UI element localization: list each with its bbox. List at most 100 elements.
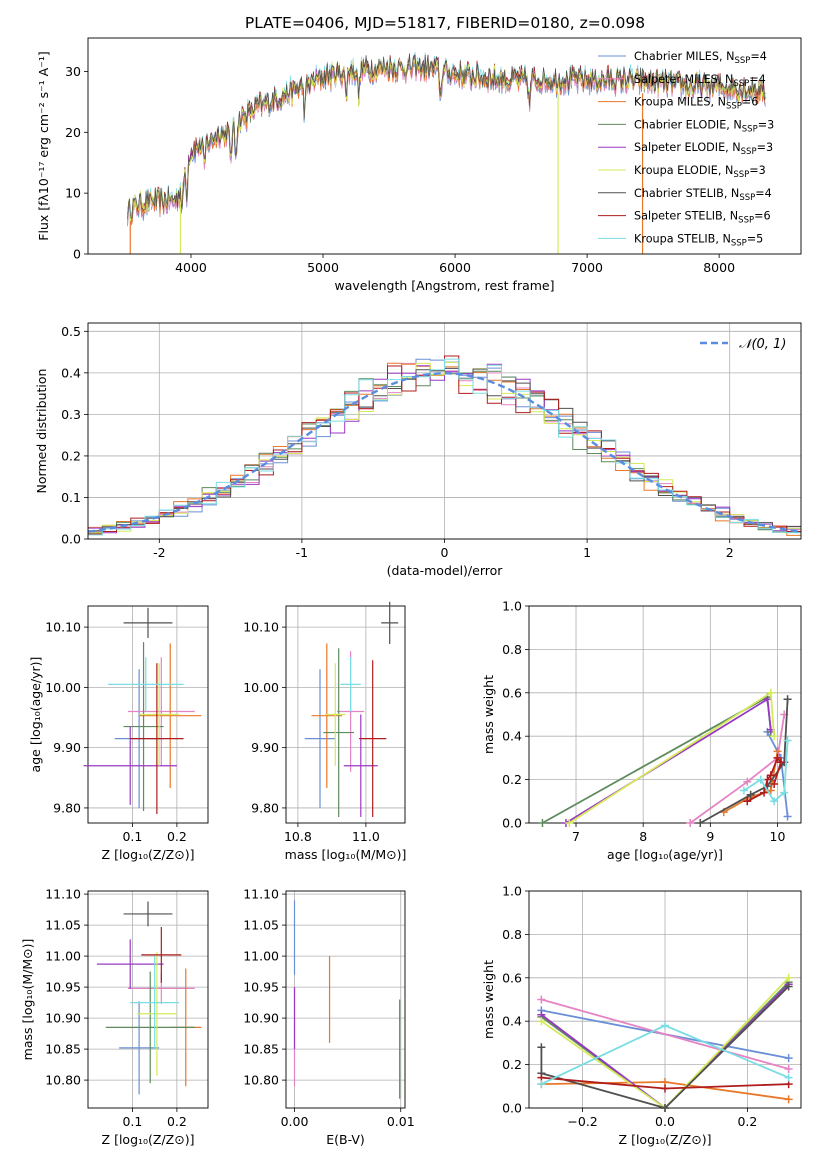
mass-weight-vs-age-marker-9-0 [739, 786, 748, 795]
mass-weight-vs-age-marker-7-0 [696, 819, 705, 827]
mass-vs-Z-frame [87, 890, 209, 1109]
mass-weight-vs-Z-marker-3-2 [784, 1095, 793, 1104]
age-vs-Z-ylabel: age [log₁₀(age/yr)] [28, 657, 43, 773]
mass-weight-vs-Z-marker-9-0 [537, 1080, 546, 1089]
mass-weight-vs-age-marker-8-3 [766, 771, 775, 780]
mass-weight-vs-age-marker-8-4 [773, 753, 782, 762]
residuals-xtick-label-4: 2 [726, 545, 734, 560]
residuals-ytick-label-5: 0.5 [61, 324, 81, 339]
mass-weight-vs-Z-xtick-label-1: 0.0 [655, 1114, 675, 1129]
spectrum-legend-label-8: Salpeter STELIB, NSSP=6 [634, 210, 771, 226]
mass-weight-vs-age-ytick-label-4: 0.8 [502, 642, 522, 657]
spectrum-panel: 4000 5000 6000 7000 8000 0 10 20 30 wavelength [A… [36, 37, 802, 293]
mass-weight-vs-Z-marker-7-0 [537, 1043, 546, 1052]
mass-weight-vs-Z-ytick-label-2: 0.4 [502, 1014, 522, 1029]
mass-weight-vs-age-marker-7-1 [746, 790, 755, 799]
mass-weight-vs-age-ytick-label-3: 0.6 [502, 685, 522, 700]
spectrum-legend-label-7: Chabrier STELIB, NSSP=4 [634, 187, 772, 203]
mass-weight-vs-Z-series-2 [541, 998, 789, 1070]
mass-weight-vs-age-marker-8-2 [763, 775, 772, 784]
spectrum-xtick-label-1: 5000 [307, 260, 339, 275]
mass-weight-vs-age-marker-8-5 [776, 758, 785, 767]
age-vs-Z-frame [87, 605, 209, 824]
mass-vs-Z-ytick-label-4: 11.00 [45, 949, 81, 964]
mass-weight-vs-age-ytick-label-0: 0.0 [502, 816, 522, 831]
mass-weight-vs-age-series-6 [568, 691, 775, 824]
age-vs-mass-xtick-label-1: 11.0 [352, 829, 380, 844]
spectrum-series-7 [127, 53, 766, 219]
mass-vs-Z-ytick-label-6: 11.10 [45, 887, 81, 902]
mass-vs-EBV-ytick-label-2: 10.90 [243, 1011, 279, 1026]
mass-vs-EBV-ytick-label-0: 10.80 [243, 1073, 279, 1088]
residuals-legend-label: 𝒩(0, 1) [739, 337, 786, 352]
mass-weight-vs-Z-marker-8-1 [661, 1084, 669, 1093]
mass-weight-vs-Z-marker-2-1 [784, 1064, 793, 1073]
spectrum-legend-label-6: Kroupa ELODIE, NSSP=3 [634, 164, 766, 180]
spectrum-legend-label-5: Salpeter ELODIE, NSSP=3 [634, 141, 773, 157]
spectrum-ytick-label-1: 10 [65, 186, 81, 201]
mass-vs-Z-ytick-label-5: 11.05 [45, 918, 81, 933]
mass-weight-vs-Z-ylabel: mass weight [481, 960, 496, 1039]
mass-vs-Z-ytick-label-2: 10.90 [45, 1011, 81, 1026]
figure-title: PLATE=0406, MJD=51817, FIBERID=0180, z=0… [245, 14, 645, 32]
mass-vs-EBV-xlabel: E(B-V) [326, 1132, 365, 1147]
mass-vs-EBV-ytick-label-4: 11.00 [243, 949, 279, 964]
age-vs-Z-xtick-label-1: 0.2 [167, 829, 187, 844]
mass-weight-vs-Z-ytick-label-5: 1.0 [502, 884, 522, 899]
mass-weight-vs-age-ytick-label-2: 0.4 [502, 729, 522, 744]
spectrum-ytick-label-3: 30 [65, 64, 81, 79]
age-vs-mass-xtick-label-0: 10.8 [284, 829, 312, 844]
mass-weight-vs-age-ytick-label-1: 0.2 [502, 772, 522, 787]
mass-weight-vs-Z-xlabel: Z [log₁₀(Z/Z⊙)] [619, 1132, 712, 1147]
residuals-ytick-label-1: 0.1 [61, 490, 81, 505]
age-vs-mass-frame [285, 605, 406, 824]
mass-weight-vs-age-marker-6-0 [565, 819, 574, 827]
spectrum-xtick-label-3: 7000 [571, 260, 603, 275]
mass-weight-vs-Z-marker-2-0 [537, 995, 546, 1004]
mass-vs-Z-xtick-label-0: 0.1 [122, 1114, 142, 1129]
spectrum-legend-label-9: Kroupa STELIB, NSSP=5 [634, 232, 763, 248]
mass-weight-vs-age-marker-1-2 [783, 812, 792, 821]
mass-weight-vs-age-marker-5-1 [763, 695, 772, 704]
mass-weight-vs-age-marker-9-2 [770, 797, 779, 806]
residuals-xtick-label-1: -1 [296, 545, 308, 560]
mass-weight-vs-Z-marker-7-3 [784, 982, 793, 991]
mass-weight-vs-age-xlabel: age [log₁₀(age/yr)] [607, 847, 723, 862]
mass-weight-vs-age-xtick-label-1: 8 [639, 829, 647, 844]
mass-weight-vs-metallicity-panel: −0.2 0.0 0.2 0.0 0.2 0.4 0.6 0.8 1.0 Z [log₁₀(Z/Z… [481, 884, 802, 1147]
mass-vs-Z-ylabel: mass [log₁₀(M/M⊙)] [20, 939, 35, 1061]
mass-weight-vs-Z-marker-9-2 [784, 1073, 793, 1082]
spectrum-xlabel: wavelength [Angstrom, rest frame] [334, 278, 554, 293]
mass-weight-vs-Z-marker-9-1 [661, 1021, 669, 1030]
age-vs-mass-panel: 10.8 11.0 9.80 9.90 10.00 10.10 mass [log₁₀(M/… [243, 601, 406, 862]
mass-weight-vs-age-marker-6-2 [770, 732, 779, 741]
mass-weight-vs-age-ytick-label-5: 1.0 [502, 599, 522, 614]
mass-weight-vs-Z-marker-6-0 [537, 1017, 546, 1026]
mass-weight-vs-Z-xtick-label-2: 0.2 [737, 1114, 757, 1129]
mass-vs-Z-ytick-label-3: 10.95 [45, 980, 81, 995]
mass-vs-EBV-ytick-label-3: 10.95 [243, 980, 279, 995]
age-vs-Z-xlabel: Z [log₁₀(Z/Z⊙)] [102, 847, 195, 862]
mass-weight-vs-age-marker-4-0 [538, 819, 547, 827]
mass-weight-vs-age-marker-9-4 [783, 736, 792, 745]
mass-weight-vs-age-ylabel: mass weight [481, 675, 496, 754]
residuals-panel: -2 -1 0 1 2 0.0 0.1 0.2 0.3 0.4 0.5 (data-model)/er… [34, 322, 802, 578]
residuals-ytick-label-3: 0.3 [61, 407, 81, 422]
spectrum-legend-label-4: Chabrier ELODIE, NSSP=3 [634, 118, 774, 134]
mass-weight-vs-age-marker-2-1 [743, 777, 752, 786]
mass-vs-EBV-frame [285, 890, 406, 1109]
mass-weight-vs-age-marker-7-4 [783, 695, 792, 704]
residuals-ylabel: Normed distribution [34, 369, 49, 494]
mass-vs-metallicity-panel: 0.1 0.2 10.80 10.85 10.90 10.95 11.00 11.05 11.1… [20, 887, 209, 1147]
mass-weight-vs-age-xtick-label-2: 9 [706, 829, 714, 844]
mass-weight-vs-Z-ytick-label-4: 0.8 [502, 927, 522, 942]
age-vs-Z-ytick-label-1: 9.90 [53, 740, 81, 755]
mass-vs-EBV-ytick-label-1: 10.85 [243, 1042, 279, 1057]
spectrum-frame [87, 37, 802, 255]
mass-vs-extinction-panel: 0.00 0.01 10.80 10.85 10.90 10.95 11.00 11.05 11… [243, 887, 414, 1147]
mass-weight-vs-Z-ytick-label-3: 0.6 [502, 970, 522, 985]
mass-vs-Z-ytick-label-1: 10.85 [45, 1042, 81, 1057]
residuals-xlabel: (data-model)/error [387, 563, 504, 578]
residuals-ytick-label-4: 0.4 [61, 365, 81, 380]
age-vs-Z-ytick-label-0: 9.80 [53, 800, 81, 815]
